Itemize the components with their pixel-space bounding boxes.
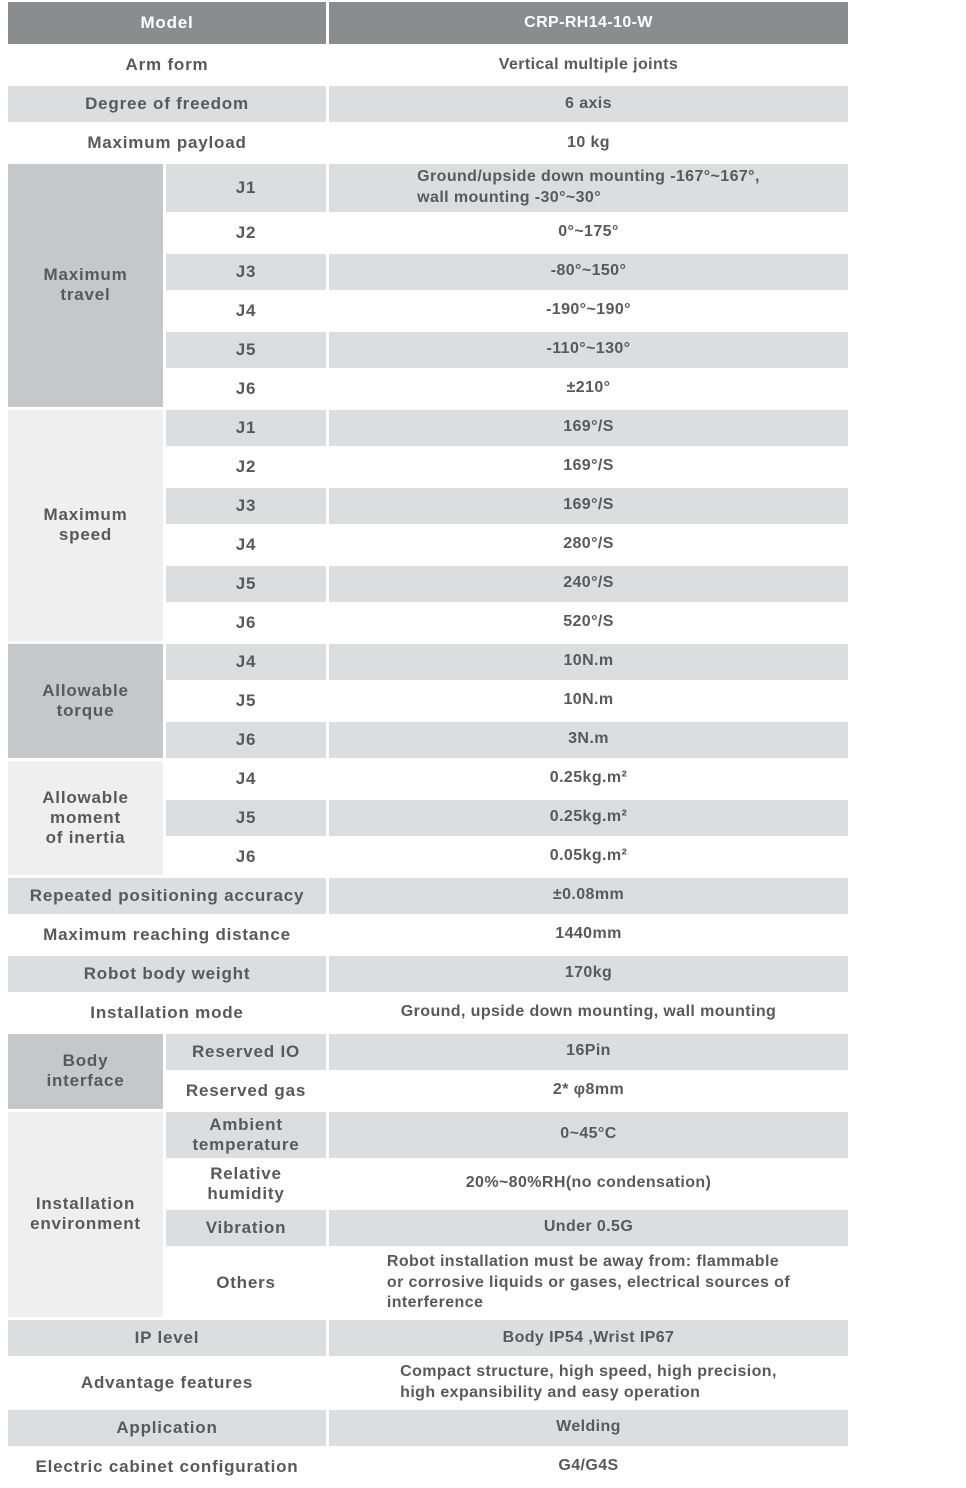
spec-value: 0°~175° [329, 214, 848, 251]
spec-value: -80°~150° [329, 253, 848, 290]
sub-label: J2 [166, 448, 326, 485]
spec-row: IP level Body IP54 ,Wrist IP67 [8, 1320, 848, 1357]
sub-label: J5 [166, 331, 326, 368]
sub-label: Vibration [166, 1209, 326, 1246]
sub-label: J6 [166, 604, 326, 641]
spec-value: 3N.m [329, 721, 848, 758]
spec-label: IP level [8, 1320, 326, 1357]
group-label: Allowable moment of inertia [8, 760, 163, 875]
spec-value: 10N.m [329, 643, 848, 680]
spec-label: Installation mode [8, 994, 326, 1031]
sub-label: J6 [166, 721, 326, 758]
spec-label: Degree of freedom [8, 86, 326, 122]
spec-value: 0.25kg.m² [329, 799, 848, 836]
spec-label: Maximum payload [8, 125, 326, 161]
model-header-label: Model [8, 2, 326, 44]
spec-value: Robot installation must be away from: fl… [329, 1248, 848, 1318]
sub-label: J4 [166, 526, 326, 563]
sub-label: Others [166, 1248, 326, 1318]
group-label: Maximum travel [8, 164, 163, 407]
spec-value: 240°/S [329, 565, 848, 602]
sub-label: J6 [166, 838, 326, 875]
spec-value: Ground, upside down mounting, wall mount… [329, 994, 848, 1031]
spec-value: 2* φ8mm [329, 1072, 848, 1109]
group-label: Maximum speed [8, 409, 163, 641]
spec-value: 10N.m [329, 682, 848, 719]
spec-row: Arm form Vertical multiple joints [8, 47, 848, 83]
sub-label: J6 [166, 370, 326, 407]
spec-value: -110°~130° [329, 331, 848, 368]
spec-label: Maximum reaching distance [8, 916, 326, 953]
spec-value: 0~45°C [329, 1111, 848, 1158]
spec-value: ±210° [329, 370, 848, 407]
model-header-value: CRP-RH14-10-W [329, 2, 848, 44]
spec-value: Welding [329, 1409, 848, 1446]
spec-group: Maximum travel J1 Ground/upside down mounti… [8, 164, 848, 407]
spec-value: 0.25kg.m² [329, 760, 848, 797]
spec-value: 169°/S [329, 448, 848, 485]
spec-group: Body interface Reserved IO 16Pin Reserved ga… [8, 1033, 848, 1109]
spec-value: Body IP54 ,Wrist IP67 [329, 1320, 848, 1357]
sub-label: Relative humidity [166, 1160, 326, 1207]
spec-label: Repeated positioning accuracy [8, 877, 326, 914]
sub-label: J5 [166, 565, 326, 602]
spec-row: Repeated positioning accuracy ±0.08mm [8, 877, 848, 914]
spec-row: Electric cabinet configuration G4/G4S [8, 1448, 848, 1485]
spec-value: ±0.08mm [329, 877, 848, 914]
spec-group: Allowable torque J4 10N.m J5 10N.m J6 3N.m [8, 643, 848, 758]
sub-label: J1 [166, 164, 326, 212]
spec-row: Degree of freedom 6 axis [8, 86, 848, 122]
spec-label: Advantage features [8, 1359, 326, 1407]
spec-value: 280°/S [329, 526, 848, 563]
spec-value: 20%~80%RH(no condensation) [329, 1160, 848, 1207]
spec-group: Allowable moment of inertia J4 0.25kg.m² J5 0.… [8, 760, 848, 875]
spec-value: 10 kg [329, 125, 848, 161]
spec-row: Robot body weight 170kg [8, 955, 848, 992]
spec-value: Ground/upside down mounting -167°~167°, w… [329, 164, 848, 212]
spec-label: Arm form [8, 47, 326, 83]
spec-row: Installation mode Ground, upside down mou… [8, 994, 848, 1031]
spec-label: Application [8, 1409, 326, 1446]
spec-value: Under 0.5G [329, 1209, 848, 1246]
spec-value: Vertical multiple joints [329, 47, 848, 83]
spec-label: Robot body weight [8, 955, 326, 992]
sub-label: J4 [166, 292, 326, 329]
group-label: Allowable torque [8, 643, 163, 758]
sub-label: J5 [166, 682, 326, 719]
sub-label: J4 [166, 760, 326, 797]
spec-value: 520°/S [329, 604, 848, 641]
spec-row: Application Welding [8, 1409, 848, 1446]
sub-label: J3 [166, 487, 326, 524]
spec-value: 170kg [329, 955, 848, 992]
sub-label: J4 [166, 643, 326, 680]
spec-group: Maximum speed J1 169°/S J2 169°/S J3 169°/S J4 28… [8, 409, 848, 641]
spec-group: Installation environment Ambient temperatur… [8, 1111, 848, 1318]
sub-label: J3 [166, 253, 326, 290]
sub-label: Ambient temperature [166, 1111, 326, 1158]
sub-label: Reserved IO [166, 1033, 326, 1070]
sub-label: J5 [166, 799, 326, 836]
spec-value: 1440mm [329, 916, 848, 953]
spec-value: 169°/S [329, 409, 848, 446]
sub-label: J2 [166, 214, 326, 251]
spec-row: Advantage features Compact structure, hig… [8, 1359, 848, 1407]
group-label: Installation environment [8, 1111, 163, 1318]
spec-table: Model CRP-RH14-10-W Arm form Vertical mul… [8, 2, 848, 1488]
spec-value: -190°~190° [329, 292, 848, 329]
spec-value: 169°/S [329, 487, 848, 524]
header-row: Model CRP-RH14-10-W [8, 2, 848, 44]
spec-rows: Arm form Vertical multiple joints Degree o… [8, 47, 848, 1485]
spec-row: Maximum reaching distance 1440mm [8, 916, 848, 953]
spec-value: 0.05kg.m² [329, 838, 848, 875]
spec-row: Maximum payload 10 kg [8, 125, 848, 161]
spec-label: Electric cabinet configuration [8, 1448, 326, 1485]
sub-label: Reserved gas [166, 1072, 326, 1109]
spec-value: 16Pin [329, 1033, 848, 1070]
sub-label: J1 [166, 409, 326, 446]
spec-value: Compact structure, high speed, high prec… [329, 1359, 848, 1407]
group-label: Body interface [8, 1033, 163, 1109]
spec-value: G4/G4S [329, 1448, 848, 1485]
spec-value: 6 axis [329, 86, 848, 122]
